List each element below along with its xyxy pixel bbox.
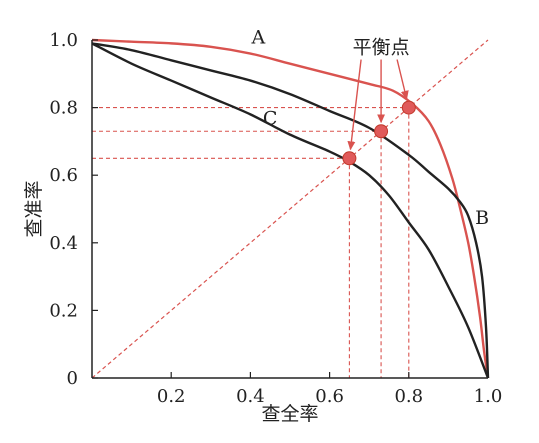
y-tick-label: 0.2 [49,300,78,321]
y-tick-label: 1.0 [49,30,78,51]
x-tick-label: 0.6 [315,386,344,407]
y-tick-label: 0.6 [49,165,78,186]
break-even-points [342,100,416,166]
y-tick-label: 0.4 [49,233,78,254]
annotation-label: 平衡点 [353,37,410,59]
curve-label-a: A [250,26,265,48]
curve-b [91,42,490,379]
x-tick-label: 0.8 [394,386,423,407]
break-even-point-3 [401,100,416,115]
curve-label-c: C [263,108,278,130]
x-tick-label: 0.2 [157,386,186,407]
annotation-arrow-1 [347,59,362,151]
diagonal-line [91,39,489,379]
reference-diagonal [91,39,489,379]
annotation-arrow-3 [396,59,409,100]
annotation: 平衡点 [347,37,410,151]
x-tick-label: 0.4 [236,386,265,407]
labels: A B C [250,26,489,229]
break-even-point-2 [374,124,389,139]
y-axis-title: 查准率 [23,180,45,237]
break-even-point-1 [342,151,357,166]
axes: 0 0.2 0.4 0.6 0.8 1.0 0.2 0.4 0.6 0.8 1.0 查全率 查准率 [23,30,502,425]
y-tick-label: 0 [67,368,78,389]
y-tick-label: 0.8 [49,98,78,119]
x-tick-label: 1.0 [474,386,503,407]
guide-lines [92,107,410,378]
curve-label-b: B [475,207,489,229]
x-axis-title: 查全率 [261,403,318,425]
